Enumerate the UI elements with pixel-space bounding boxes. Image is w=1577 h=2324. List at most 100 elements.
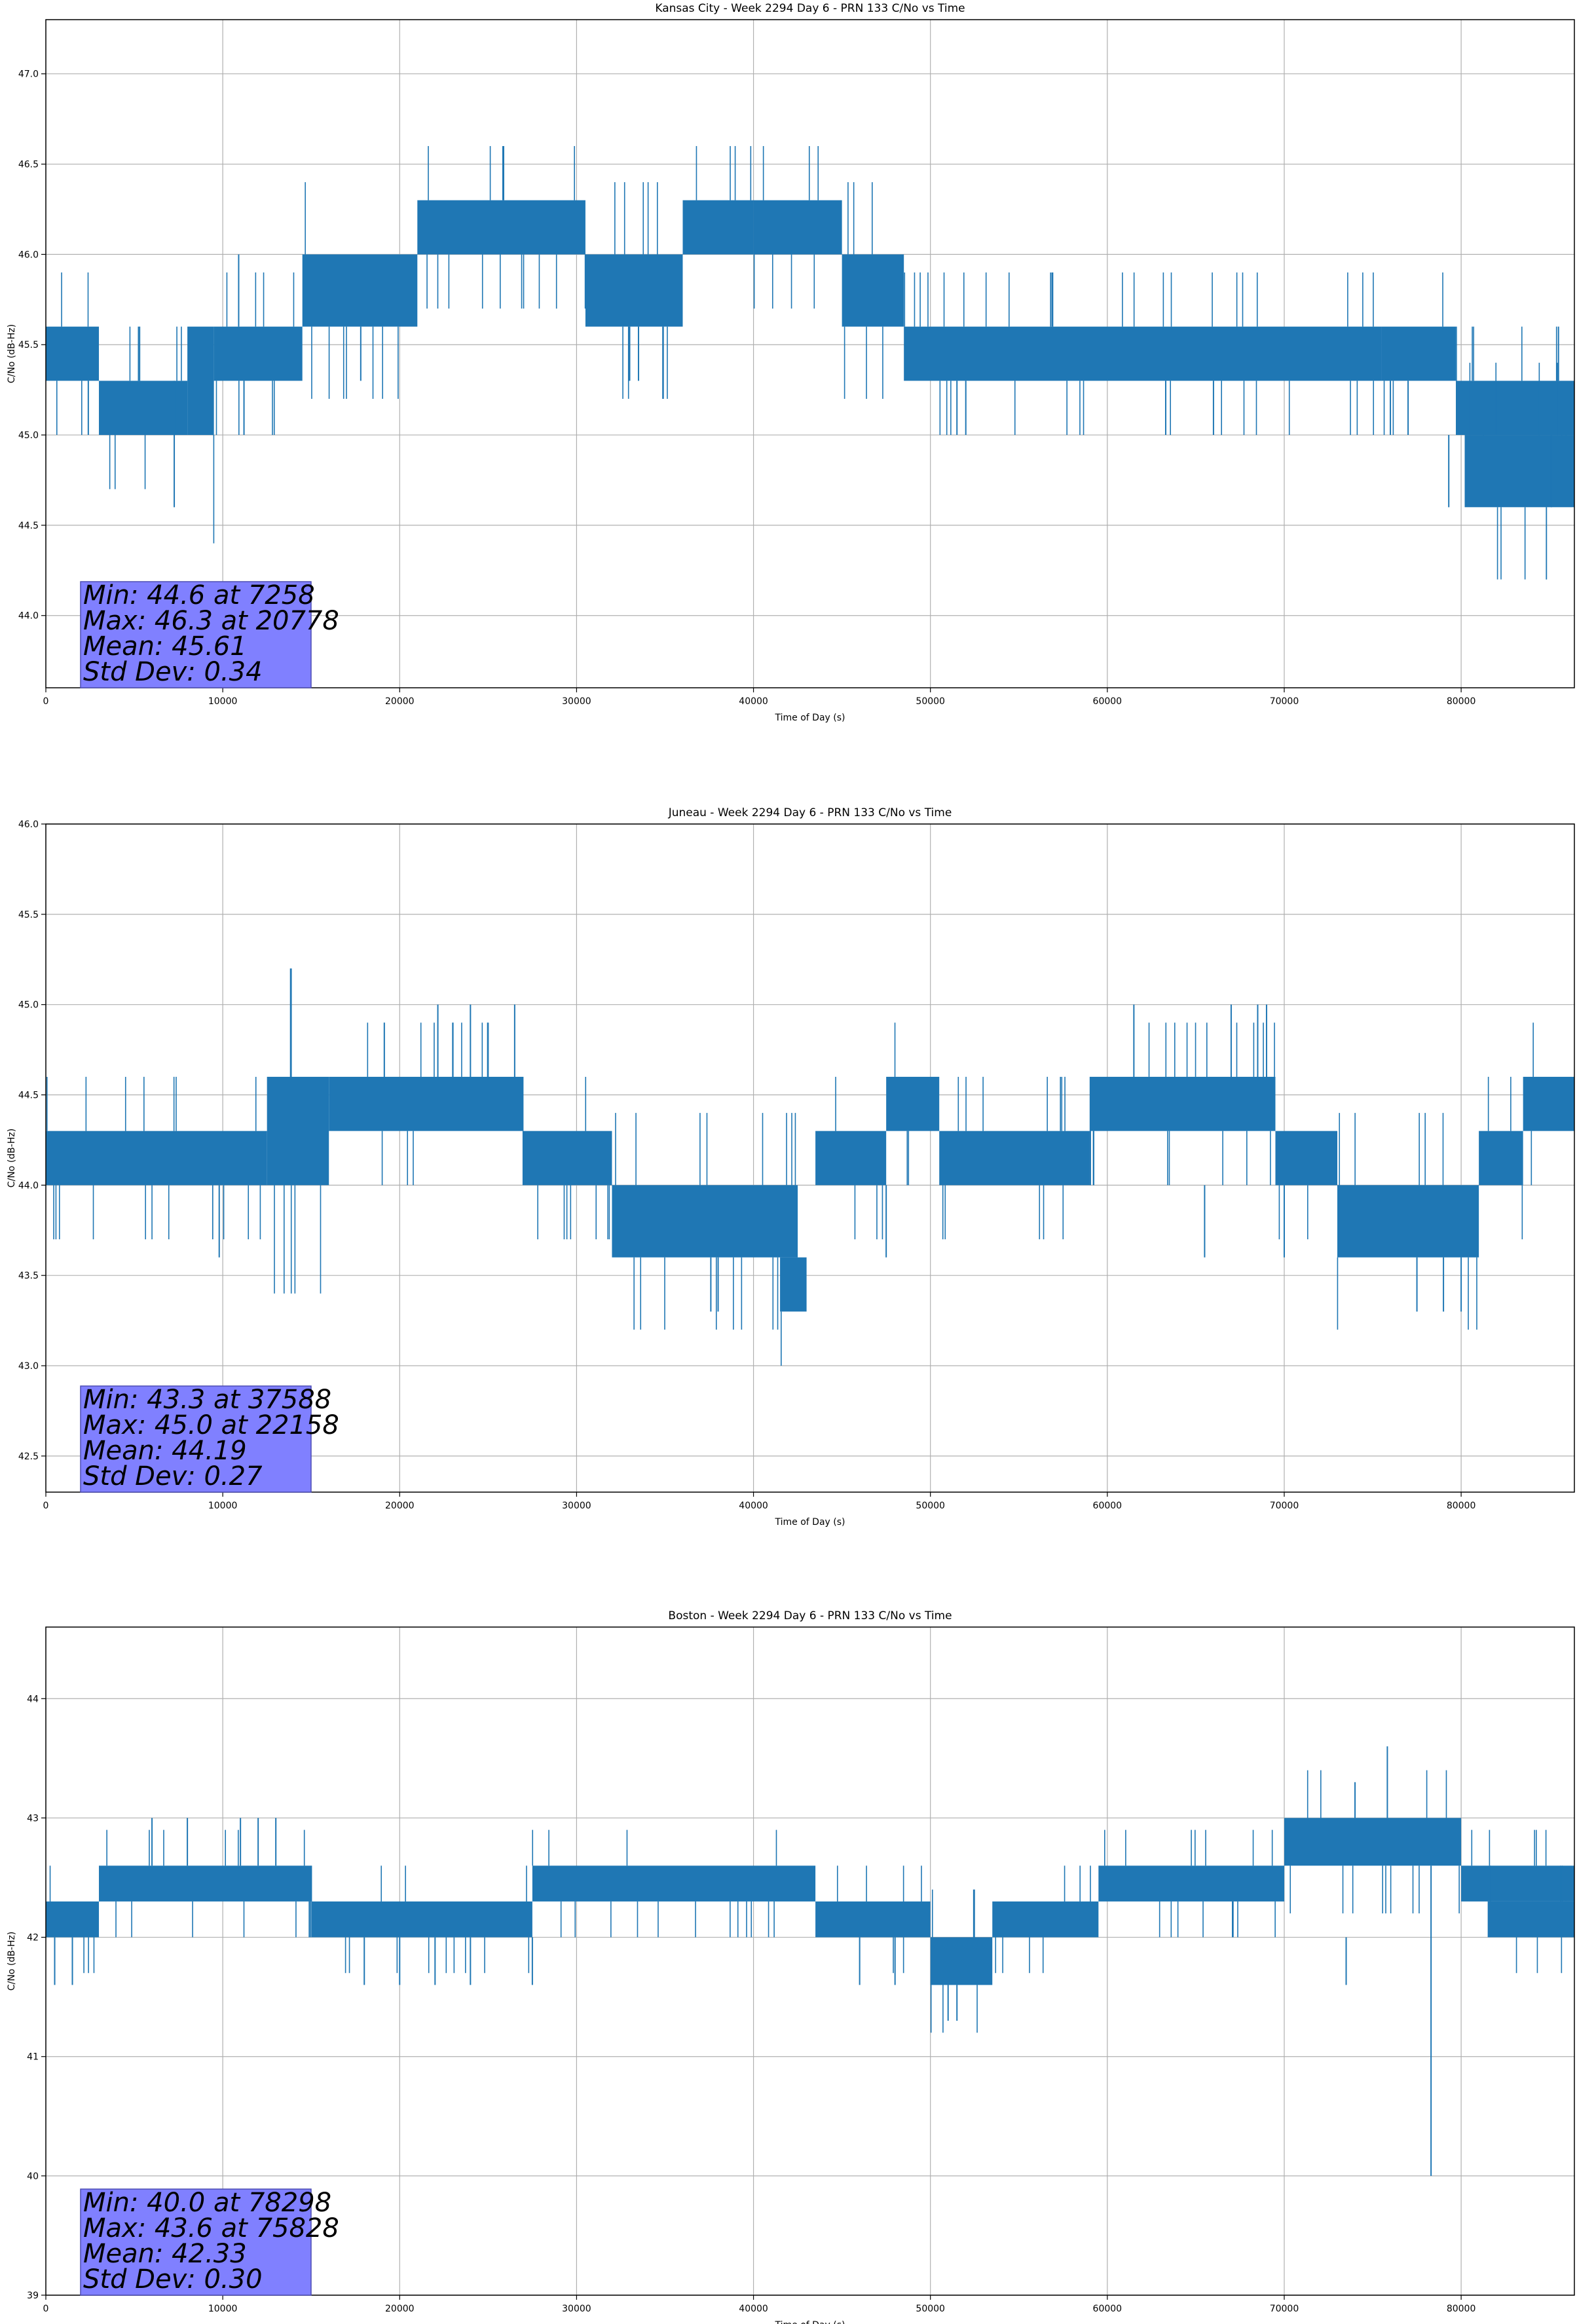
series-band	[780, 1257, 807, 1312]
axes-frame	[45, 823, 1575, 1493]
series-band	[99, 1865, 312, 1902]
y-tick-label: 42	[27, 1933, 39, 1943]
series-band	[1089, 1076, 1276, 1131]
series-band	[612, 1185, 683, 1258]
stats-line: Std Dev: 0.30	[83, 2264, 263, 2295]
y-tick-label: 39	[27, 2291, 39, 2301]
series-band	[1523, 1076, 1574, 1131]
x-axis-label: Time of Day (s)	[775, 1517, 845, 1527]
stats-line: Max: 46.3 at 20778	[83, 606, 339, 636]
x-tick-label: 70000	[1270, 1501, 1299, 1511]
series-band	[46, 326, 100, 381]
series-band	[682, 200, 754, 255]
series-band	[886, 1076, 940, 1131]
stats-box-background	[80, 2188, 312, 2296]
series-line	[46, 145, 1574, 580]
series-band	[842, 254, 904, 327]
x-tick-label: 80000	[1447, 2304, 1476, 2314]
y-tick-label: 47.0	[18, 69, 39, 80]
x-tick-label: 80000	[1447, 1501, 1476, 1511]
chart-3: 0 10000 20000 30000 40000 50000 60000 70000 8000…	[7, 1609, 1575, 2324]
x-tick-label: 70000	[1270, 696, 1299, 707]
series-band	[1275, 1131, 1338, 1186]
stats-line: Std Dev: 0.27	[83, 1461, 263, 1491]
x-tick-label: 20000	[385, 2304, 415, 2314]
x-tick-label: 0	[43, 1501, 49, 1511]
series-band	[585, 254, 683, 327]
x-tick-label: 30000	[562, 2304, 591, 2314]
stats-box-background	[80, 581, 312, 688]
series-band	[1464, 435, 1574, 508]
y-tick-label: 43.5	[18, 1271, 39, 1281]
y-tick-label: 46.0	[18, 250, 39, 260]
series-band	[1479, 1131, 1523, 1186]
y-axis-label: C/No (dB-Hz)	[7, 1129, 17, 1188]
chart-title: Boston - Week 2294 Day 6 - PRN 133 C/No …	[668, 1609, 952, 1622]
y-tick-label: 46.0	[18, 819, 39, 830]
y-tick-label: 45.0	[18, 430, 39, 441]
series-line	[46, 1746, 1574, 2176]
series-band	[46, 1901, 100, 1938]
series-band	[329, 1076, 524, 1131]
y-tick-label: 44	[27, 1694, 39, 1704]
series-band	[1337, 1185, 1479, 1258]
y-axis-label: C/No (dB-Hz)	[7, 324, 17, 383]
y-tick-label: 45.5	[18, 340, 39, 350]
x-tick-label: 20000	[385, 1501, 415, 1511]
chart-1: 0 10000 20000 30000 40000 50000 60000 70000 8000…	[7, 2, 1575, 723]
series-band	[532, 1865, 816, 1902]
stats-line: Max: 45.0 at 22158	[83, 1410, 339, 1440]
x-tick-label: 30000	[562, 1501, 591, 1511]
series-band	[187, 326, 214, 436]
series-band	[939, 1131, 1090, 1186]
stats-line: Min: 40.0 at 78298	[83, 2188, 331, 2218]
y-tick-label: 41	[27, 2052, 39, 2063]
series-band	[1487, 1901, 1574, 1938]
series-band	[1381, 326, 1456, 381]
axes-frame	[45, 19, 1575, 688]
series-band	[523, 1131, 612, 1186]
series-band	[1461, 1865, 1574, 1902]
y-tick-label: 44.5	[18, 521, 39, 531]
stats-line: Mean: 45.61	[83, 631, 247, 662]
series-band	[992, 1901, 1099, 1938]
y-tick-label: 44.5	[18, 1091, 39, 1101]
series-band	[815, 1901, 931, 1938]
series-band	[311, 1901, 532, 1938]
chart-title: Juneau - Week 2294 Day 6 - PRN 133 C/No …	[668, 806, 952, 819]
chart-title: Kansas City - Week 2294 Day 6 - PRN 133 …	[655, 2, 965, 15]
x-tick-label: 10000	[208, 696, 238, 707]
x-tick-label: 10000	[208, 2304, 238, 2314]
stats-box-background	[80, 1385, 312, 1493]
x-tick-label: 0	[43, 696, 49, 707]
series-band	[815, 1131, 887, 1186]
x-tick-label: 60000	[1093, 1501, 1122, 1511]
series-band	[267, 1076, 329, 1186]
series-band	[213, 326, 303, 381]
y-tick-label: 46.5	[18, 160, 39, 170]
series-band	[753, 200, 842, 255]
x-tick-label: 40000	[739, 2304, 768, 2314]
series-line	[46, 968, 1574, 1366]
stats-line: Mean: 42.33	[83, 2239, 247, 2269]
x-axis-label: Time of Day (s)	[775, 713, 845, 723]
x-tick-label: 70000	[1270, 2304, 1299, 2314]
x-tick-label: 0	[43, 2304, 49, 2314]
stats-line: Min: 43.3 at 37588	[83, 1385, 331, 1415]
x-tick-label: 50000	[916, 696, 945, 707]
x-axis-label: Time of Day (s)	[775, 2320, 845, 2324]
y-tick-label: 44.0	[18, 611, 39, 622]
stats-line: Max: 43.6 at 75828	[83, 2213, 339, 2243]
series-band	[1456, 381, 1574, 436]
y-tick-label: 44.0	[18, 1180, 39, 1191]
series-band	[417, 200, 585, 255]
axes-frame	[45, 1626, 1575, 2296]
stats-line: Min: 44.6 at 7258	[83, 580, 315, 610]
x-tick-label: 80000	[1447, 696, 1476, 707]
chart-2: 0 10000 20000 30000 40000 50000 60000 70000 8000…	[7, 806, 1575, 1527]
stats-line: Std Dev: 0.34	[83, 657, 263, 687]
